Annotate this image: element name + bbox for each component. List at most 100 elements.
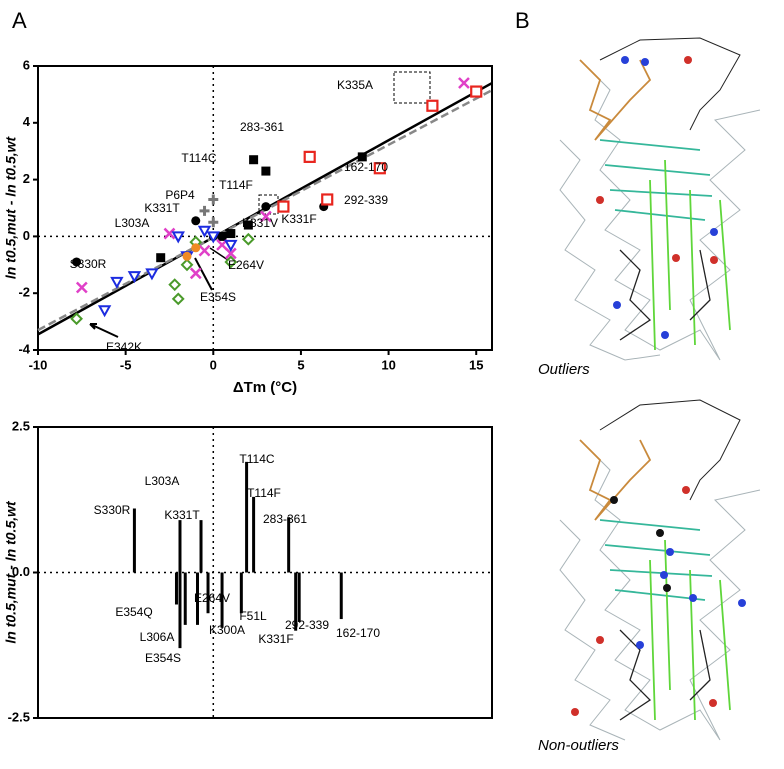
bar-label: 283-361 <box>263 512 307 526</box>
point <box>458 77 470 89</box>
bar-label: T114C <box>239 452 274 466</box>
point <box>206 231 220 244</box>
x-tick-label: 10 <box>381 357 395 372</box>
panel-label: A <box>12 8 27 33</box>
point <box>191 243 201 253</box>
annotation: T114F <box>219 178 253 192</box>
x-tick-label: 0 <box>210 357 217 372</box>
bar-label: E354Q <box>115 605 152 619</box>
atom <box>641 58 649 66</box>
atom <box>672 254 680 262</box>
annotation: S330R <box>70 257 107 271</box>
point <box>277 200 290 213</box>
highlight-box <box>393 71 431 104</box>
atom <box>596 196 604 204</box>
y-tick-label: -4 <box>18 341 30 356</box>
point <box>208 194 219 205</box>
atom <box>571 708 579 716</box>
bar-label: T114F <box>247 486 281 500</box>
atom <box>596 636 604 644</box>
point <box>470 85 483 98</box>
bar-label: K331F <box>258 632 293 646</box>
strand <box>649 159 731 351</box>
bar-label: L303A <box>145 474 180 488</box>
point <box>241 232 255 246</box>
atom <box>709 699 717 707</box>
backbone <box>599 399 741 501</box>
bar-label: E354S <box>145 651 181 665</box>
atom <box>666 548 674 556</box>
y-tick-label: 4 <box>23 114 31 129</box>
annotation: 283-361 <box>240 120 284 134</box>
atom <box>656 529 664 537</box>
x-axis-label: ΔTm (°C) <box>233 379 297 396</box>
y-tick-label: -2.5 <box>8 709 30 724</box>
strand <box>599 519 713 601</box>
bar-label: S330R <box>94 503 131 517</box>
strand <box>649 539 731 721</box>
panel-label: B <box>515 8 530 33</box>
y-tick-label: 6 <box>23 57 30 72</box>
point <box>180 258 194 272</box>
backbone <box>599 37 741 131</box>
annotation: K331T <box>144 201 180 215</box>
point <box>224 255 238 269</box>
point <box>70 312 83 326</box>
backbone <box>579 439 652 521</box>
point <box>189 267 202 280</box>
structure-outliers: Outliers <box>538 37 761 378</box>
bar-label: K331T <box>164 508 200 522</box>
point <box>197 225 212 238</box>
point <box>127 271 142 284</box>
bar-label: 162-170 <box>336 626 380 640</box>
point <box>224 239 238 252</box>
arrow <box>194 257 213 291</box>
x-tick-label: 5 <box>297 357 304 372</box>
y-axis-label: ln t0.5,mut - ln t0.5,wt <box>3 500 19 644</box>
backbone <box>559 139 661 361</box>
annotation: E264V <box>228 258 264 272</box>
backbone <box>559 519 626 741</box>
point <box>182 251 192 261</box>
point <box>168 278 182 292</box>
atom <box>710 228 718 236</box>
annotation: K331F <box>281 212 316 226</box>
point <box>373 162 386 175</box>
plot-frame <box>37 65 493 351</box>
structure-label: Non-outliers <box>538 737 619 754</box>
annotation: E342K <box>106 340 142 354</box>
atom <box>621 56 629 64</box>
point <box>198 244 211 257</box>
strand <box>599 139 713 221</box>
backbone <box>619 629 711 721</box>
annotation: T114C <box>181 151 216 165</box>
atom <box>710 256 718 264</box>
point <box>191 216 201 226</box>
atom <box>636 641 644 649</box>
arrow <box>89 323 119 338</box>
point <box>226 229 236 239</box>
point <box>357 152 367 162</box>
atom <box>610 496 618 504</box>
point <box>261 166 271 176</box>
point <box>224 247 237 260</box>
point <box>72 257 82 267</box>
atom <box>660 571 668 579</box>
point <box>321 193 334 206</box>
annotation: K335A <box>337 78 373 92</box>
annotation: E354S <box>200 290 236 304</box>
atom <box>661 331 669 339</box>
annotation: 162-170 <box>344 160 388 174</box>
annotation: L303A <box>115 216 150 230</box>
y-tick-label: -2 <box>18 285 30 300</box>
point <box>208 217 219 228</box>
point <box>110 276 124 289</box>
annotation: P6P4 <box>165 188 195 202</box>
point <box>171 292 185 306</box>
atom <box>684 56 692 64</box>
x-tick-label: 15 <box>469 357 483 372</box>
atom <box>682 486 690 494</box>
y-tick-label: 2 <box>23 171 30 186</box>
point <box>243 220 253 230</box>
